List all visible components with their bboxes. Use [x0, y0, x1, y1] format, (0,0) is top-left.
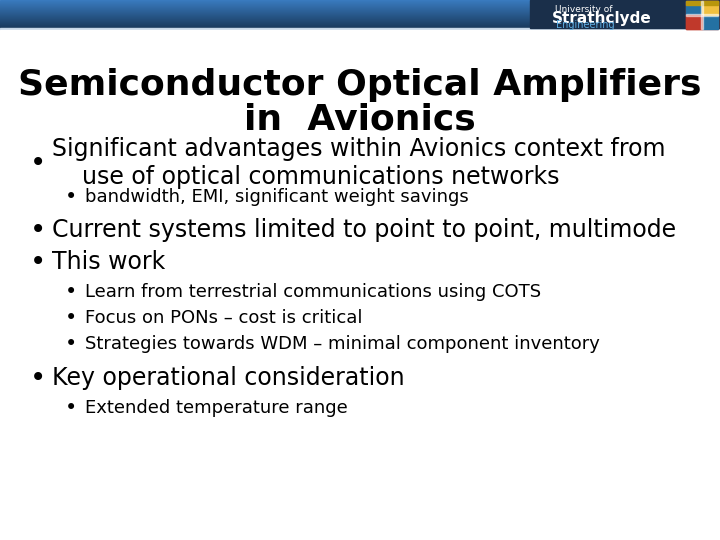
Text: •: • [65, 308, 77, 328]
Bar [0, 27, 720, 28]
Text: University of: University of [555, 5, 613, 15]
Bar [0, 13, 720, 14]
Bar [0, 18, 720, 19]
Bar [0, 20, 720, 21]
Text: •: • [65, 282, 77, 302]
Text: Current systems limited to point to point, multimode: Current systems limited to point to poin… [52, 218, 676, 242]
Text: •: • [65, 398, 77, 418]
Bar [0, 14, 720, 15]
Text: in  Avionics: in Avionics [244, 103, 476, 137]
Bar [0, 4, 720, 5]
Bar [0, 25, 720, 26]
Text: Focus on PONs – cost is critical: Focus on PONs – cost is critical [85, 309, 362, 327]
Text: •: • [30, 248, 46, 276]
Bar [686, 1, 702, 15]
Text: •: • [30, 364, 46, 392]
Text: Strathclyde: Strathclyde [552, 10, 652, 25]
Bar [0, 23, 720, 24]
Text: Key operational consideration: Key operational consideration [52, 366, 405, 390]
Text: Semiconductor Optical Amplifiers: Semiconductor Optical Amplifiers [18, 68, 702, 102]
Bar [702, 1, 718, 15]
Text: Engineering: Engineering [556, 21, 615, 30]
Text: This work: This work [52, 250, 166, 274]
Bar [0, 15, 720, 16]
Bar [0, 11, 720, 12]
Bar [0, 30, 720, 31]
Text: •: • [65, 334, 77, 354]
Bar [0, 3, 720, 4]
Bar [0, 28, 720, 30]
Bar [0, 1, 720, 2]
Bar [686, 15, 702, 29]
Bar [0, 21, 720, 22]
Text: •: • [30, 216, 46, 244]
Text: Learn from terrestrial communications using COTS: Learn from terrestrial communications us… [85, 283, 541, 301]
Text: bandwidth, EMI, significant weight savings: bandwidth, EMI, significant weight savin… [85, 188, 469, 206]
Bar [0, 6, 720, 7]
Bar [0, 10, 720, 11]
Bar [0, 12, 720, 13]
Text: Extended temperature range: Extended temperature range [85, 399, 348, 417]
Bar [686, 1, 718, 29]
Bar [702, 15, 718, 29]
Text: •: • [65, 187, 77, 207]
Bar [0, 5, 720, 6]
Bar [686, 14, 718, 16]
Bar [0, 2, 720, 3]
Bar [0, 7, 720, 8]
Bar [0, 22, 720, 23]
Bar [0, 16, 720, 17]
Bar [0, 8, 720, 9]
Bar [701, 1, 703, 29]
Bar [0, 19, 720, 20]
Bar [0, 24, 720, 25]
Text: Strategies towards WDM – minimal component inventory: Strategies towards WDM – minimal compone… [85, 335, 600, 353]
Bar [530, 0, 720, 28]
Bar [0, 0, 720, 1]
Bar [0, 26, 720, 27]
Bar [0, 9, 720, 10]
Bar [686, 1, 718, 5]
Text: •: • [30, 149, 46, 177]
Text: Significant advantages within Avionics context from
    use of optical communica: Significant advantages within Avionics c… [52, 137, 665, 189]
Bar [0, 17, 720, 18]
